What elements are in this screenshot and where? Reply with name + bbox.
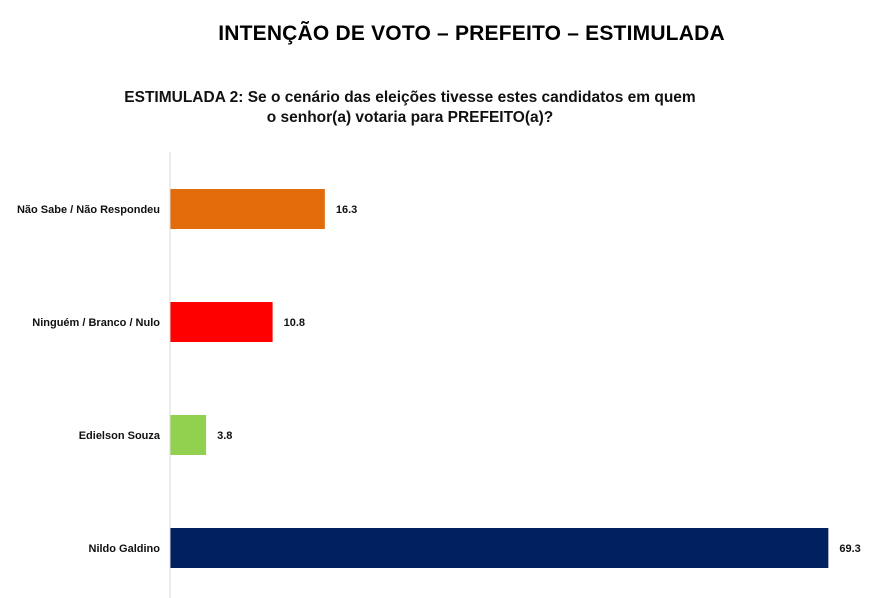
category-label-1: Ninguém / Branco / Nulo bbox=[32, 317, 160, 329]
value-label-1: 10.8 bbox=[284, 317, 305, 329]
category-label-0: Não Sabe / Não Respondeu bbox=[17, 204, 160, 216]
category-label-3: Nildo Galdino bbox=[89, 543, 161, 555]
bar-1 bbox=[170, 302, 273, 342]
category-label-2: Edielson Souza bbox=[79, 430, 161, 442]
question-text: ESTIMULADA 2: Se o cenário das eleições … bbox=[124, 89, 696, 126]
page-title: INTENÇÃO DE VOTO – PREFEITO – ESTIMULADA bbox=[218, 22, 725, 45]
bar-0 bbox=[170, 189, 325, 229]
bar-3 bbox=[170, 528, 829, 568]
value-label-0: 16.3 bbox=[336, 204, 357, 216]
value-label-3: 69.3 bbox=[839, 543, 860, 555]
bar-2 bbox=[170, 415, 207, 455]
value-label-2: 3.8 bbox=[217, 430, 232, 442]
